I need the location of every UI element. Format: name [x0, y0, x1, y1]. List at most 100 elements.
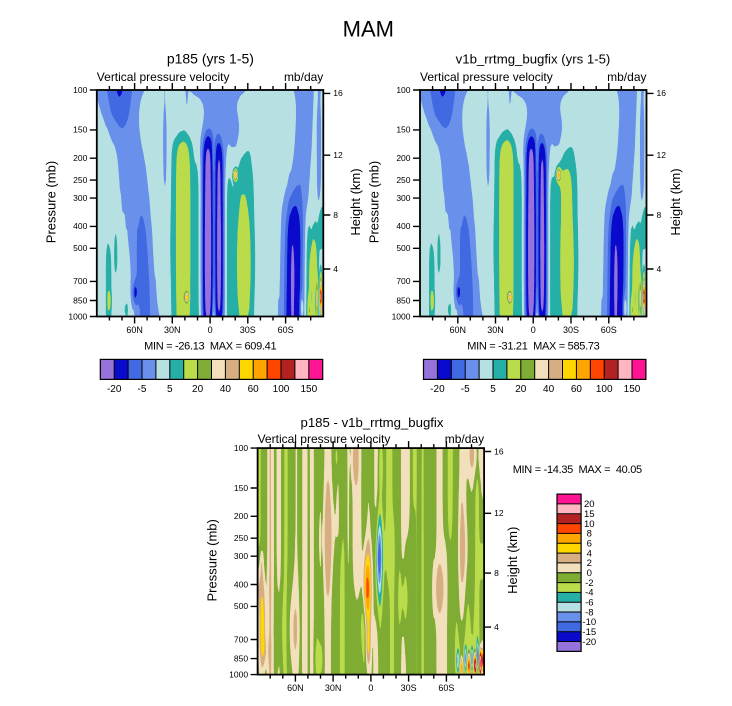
svg-text:-6: -6	[585, 598, 593, 609]
svg-text:8: 8	[494, 568, 499, 578]
svg-text:-15: -15	[582, 627, 596, 638]
svg-text:30N: 30N	[164, 325, 181, 335]
svg-text:200: 200	[73, 153, 87, 163]
svg-text:4: 4	[333, 264, 338, 274]
svg-text:60N: 60N	[450, 325, 467, 335]
svg-text:MIN = -14.35 MAX = 40.05: MIN = -14.35 MAX = 40.05	[513, 464, 642, 476]
svg-text:16: 16	[494, 446, 504, 456]
svg-text:mb/day: mb/day	[284, 70, 323, 84]
svg-text:60S: 60S	[278, 325, 294, 335]
svg-text:Pressure (mb): Pressure (mb)	[44, 161, 59, 243]
svg-text:16: 16	[657, 88, 667, 98]
svg-text:0: 0	[587, 568, 592, 579]
svg-text:40: 40	[220, 384, 232, 395]
svg-text:300: 300	[234, 551, 248, 561]
svg-text:850: 850	[73, 295, 87, 305]
svg-text:60: 60	[571, 384, 583, 395]
svg-text:30N: 30N	[487, 325, 504, 335]
svg-text:8: 8	[587, 529, 592, 540]
svg-text:60N: 60N	[287, 683, 304, 693]
svg-text:-2: -2	[585, 578, 593, 589]
svg-text:30S: 30S	[563, 325, 579, 335]
svg-text:-4: -4	[585, 588, 593, 599]
svg-text:mb/day: mb/day	[607, 70, 646, 84]
svg-text:250: 250	[396, 175, 410, 185]
svg-text:MIN = -26.13 MAX = 609.41: MIN = -26.13 MAX = 609.41	[144, 340, 276, 352]
svg-text:Height (km): Height (km)	[668, 168, 683, 235]
svg-text:0: 0	[368, 683, 373, 693]
svg-text:12: 12	[657, 150, 667, 160]
svg-text:850: 850	[396, 295, 410, 305]
svg-text:v1b_rrtmg_bugfix (yrs 1-5): v1b_rrtmg_bugfix (yrs 1-5)	[456, 52, 611, 67]
svg-text:Height (km): Height (km)	[505, 527, 520, 594]
svg-text:4: 4	[657, 264, 662, 274]
svg-text:100: 100	[596, 384, 613, 395]
svg-text:200: 200	[234, 511, 248, 521]
svg-text:60S: 60S	[601, 325, 617, 335]
svg-text:250: 250	[73, 175, 87, 185]
svg-text:Vertical pressure velocity: Vertical pressure velocity	[258, 432, 391, 446]
svg-text:700: 700	[73, 276, 87, 286]
svg-text:100: 100	[234, 443, 248, 453]
svg-text:150: 150	[73, 125, 87, 135]
svg-text:100: 100	[273, 384, 290, 395]
svg-text:-10: -10	[582, 617, 596, 628]
svg-text:12: 12	[494, 508, 504, 518]
svg-text:2: 2	[587, 558, 592, 569]
svg-text:150: 150	[396, 125, 410, 135]
svg-text:100: 100	[73, 85, 87, 95]
svg-text:-5: -5	[461, 384, 470, 395]
svg-text:-20: -20	[582, 637, 596, 648]
svg-text:30S: 30S	[240, 325, 256, 335]
svg-text:-5: -5	[138, 384, 147, 395]
svg-text:mb/day: mb/day	[445, 432, 484, 446]
svg-text:250: 250	[234, 533, 248, 543]
svg-text:p185 (yrs 1-5): p185 (yrs 1-5)	[167, 51, 254, 67]
svg-text:15: 15	[584, 509, 595, 520]
svg-text:400: 400	[73, 221, 87, 231]
svg-text:0: 0	[531, 325, 536, 335]
svg-text:20: 20	[584, 499, 595, 510]
svg-text:850: 850	[234, 653, 248, 663]
svg-text:150: 150	[234, 483, 248, 493]
svg-text:MIN = -31.21 MAX = 585.73: MIN = -31.21 MAX = 585.73	[467, 340, 599, 352]
svg-text:Pressure (mb): Pressure (mb)	[204, 519, 219, 601]
svg-text:500: 500	[73, 243, 87, 253]
svg-text:16: 16	[333, 88, 343, 98]
svg-text:5: 5	[490, 384, 496, 395]
svg-text:100: 100	[396, 85, 410, 95]
svg-text:60N: 60N	[126, 325, 143, 335]
svg-text:8: 8	[657, 210, 662, 220]
svg-text:-20: -20	[107, 384, 122, 395]
svg-text:Vertical pressure velocity: Vertical pressure velocity	[97, 70, 230, 84]
svg-text:60: 60	[248, 384, 260, 395]
svg-text:700: 700	[396, 276, 410, 286]
svg-text:12: 12	[333, 150, 343, 160]
svg-text:40: 40	[543, 384, 555, 395]
svg-text:Height (km): Height (km)	[348, 168, 363, 235]
svg-text:MAM: MAM	[343, 16, 394, 41]
svg-text:150: 150	[300, 384, 317, 395]
svg-text:400: 400	[234, 579, 248, 589]
svg-text:p185 - v1b_rrtmg_bugfix: p185 - v1b_rrtmg_bugfix	[301, 415, 444, 430]
svg-text:300: 300	[396, 193, 410, 203]
svg-text:150: 150	[624, 384, 641, 395]
svg-text:20: 20	[192, 384, 204, 395]
svg-text:4: 4	[587, 548, 592, 559]
svg-text:-8: -8	[585, 607, 593, 618]
svg-text:5: 5	[167, 384, 173, 395]
svg-text:300: 300	[73, 193, 87, 203]
svg-text:400: 400	[396, 221, 410, 231]
svg-text:1000: 1000	[392, 311, 411, 321]
svg-text:30S: 30S	[401, 683, 417, 693]
svg-text:1000: 1000	[68, 311, 87, 321]
svg-text:30N: 30N	[325, 683, 342, 693]
svg-text:Vertical pressure velocity: Vertical pressure velocity	[420, 70, 553, 84]
svg-text:Pressure (mb): Pressure (mb)	[366, 161, 381, 243]
svg-text:60S: 60S	[438, 683, 454, 693]
svg-text:500: 500	[396, 243, 410, 253]
svg-text:6: 6	[587, 539, 592, 550]
svg-text:700: 700	[234, 634, 248, 644]
svg-text:20: 20	[515, 384, 527, 395]
svg-text:200: 200	[396, 153, 410, 163]
